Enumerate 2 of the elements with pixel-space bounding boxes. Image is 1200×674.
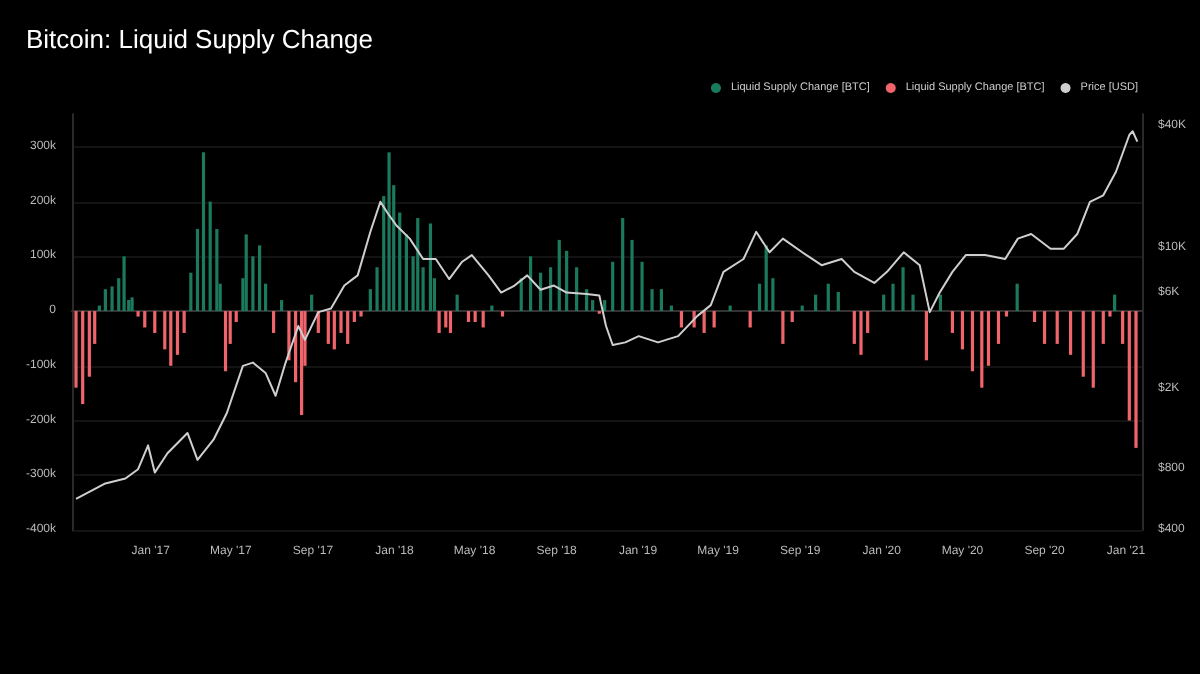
line-series xyxy=(75,130,1139,500)
chart-title: Bitcoin: Liquid Supply Change xyxy=(26,24,373,54)
